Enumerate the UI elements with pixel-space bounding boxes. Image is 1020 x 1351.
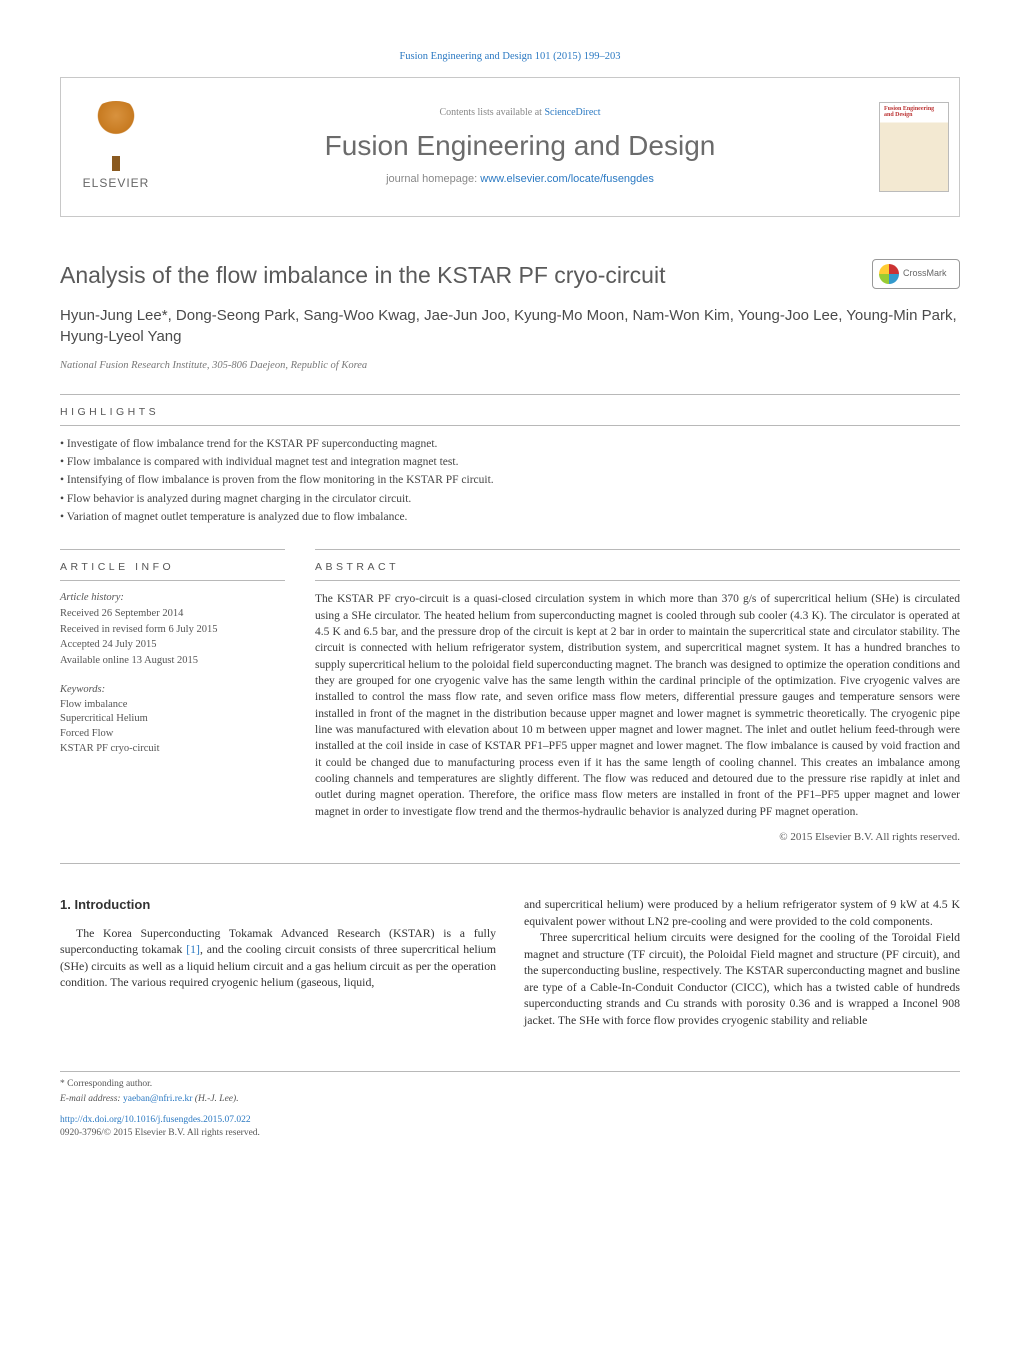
received-date: Received 26 September 2014 [60, 607, 285, 622]
email-label: E-mail address: [60, 1094, 123, 1104]
keywords-block: Keywords: Flow imbalance Supercritical H… [60, 683, 285, 756]
journal-ref-link[interactable]: Fusion Engineering and Design 101 (2015)… [399, 51, 620, 62]
section-title: Introduction [74, 897, 150, 912]
abstract-heading: abstract [315, 560, 960, 575]
email-line: E-mail address: yaeban@nfri.re.kr (H.-J.… [60, 1093, 465, 1106]
journal-cover-block [869, 78, 959, 216]
publisher-logo-block: ELSEVIER [61, 78, 171, 216]
corresponding-author: * Corresponding author. [60, 1078, 465, 1091]
doi-line: http://dx.doi.org/10.1016/j.fusengdes.20… [60, 1114, 465, 1127]
online-date: Available online 13 August 2015 [60, 654, 285, 669]
section-number: 1. [60, 897, 71, 912]
header-center: Contents lists available at ScienceDirec… [171, 78, 869, 216]
body-col-left: 1. Introduction The Korea Superconductin… [60, 896, 496, 1028]
divider [60, 863, 960, 864]
body-paragraph: The Korea Superconducting Tokamak Advanc… [60, 925, 496, 991]
keyword: Supercritical Helium [60, 712, 285, 727]
crossmark-badge[interactable]: CrossMark [872, 259, 960, 289]
keyword: Forced Flow [60, 727, 285, 742]
keywords-label: Keywords: [60, 683, 285, 698]
journal-title: Fusion Engineering and Design [171, 126, 869, 165]
history-label: Article history: [60, 591, 285, 606]
article-title: Analysis of the flow imbalance in the KS… [60, 259, 960, 291]
crossmark-label: CrossMark [903, 267, 947, 280]
publisher-name: ELSEVIER [83, 175, 150, 192]
divider [60, 425, 960, 426]
homepage-prefix: journal homepage: [386, 173, 480, 185]
journal-reference: Fusion Engineering and Design 101 (2015)… [60, 50, 960, 65]
divider [60, 394, 960, 395]
journal-homepage-line: journal homepage: www.elsevier.com/locat… [171, 172, 869, 187]
highlight-item: Flow imbalance is compared with individu… [60, 454, 960, 470]
issn-copyright: 0920-3796/© 2015 Elsevier B.V. All right… [60, 1127, 465, 1140]
authors-list: Hyun-Jung Lee*, Dong-Seong Park, Sang-Wo… [60, 305, 960, 347]
highlight-item: Variation of magnet outlet temperature i… [60, 509, 960, 525]
body-paragraph: Three supercritical helium circuits were… [524, 929, 960, 1028]
homepage-link[interactable]: www.elsevier.com/locate/fusengdes [480, 173, 654, 185]
contents-prefix: Contents lists available at [439, 107, 544, 118]
divider [60, 549, 285, 550]
crossmark-icon [879, 264, 899, 284]
affiliation: National Fusion Research Institute, 305-… [60, 359, 960, 374]
sciencedirect-link[interactable]: ScienceDirect [544, 107, 600, 118]
divider [60, 580, 285, 581]
email-suffix: (H.-J. Lee). [192, 1094, 238, 1104]
revised-date: Received in revised form 6 July 2015 [60, 623, 285, 638]
keyword: Flow imbalance [60, 698, 285, 713]
footer: * Corresponding author. E-mail address: … [60, 1071, 960, 1141]
elsevier-tree-icon [81, 101, 151, 171]
divider [315, 549, 960, 550]
highlight-item: Investigate of flow imbalance trend for … [60, 436, 960, 452]
accepted-date: Accepted 24 July 2015 [60, 638, 285, 653]
abstract-copyright: © 2015 Elsevier B.V. All rights reserved… [315, 830, 960, 845]
highlight-item: Intensifying of flow imbalance is proven… [60, 472, 960, 488]
abstract-text: The KSTAR PF cryo-circuit is a quasi-clo… [315, 591, 960, 820]
journal-cover-icon [879, 102, 949, 192]
article-history: Article history: Received 26 September 2… [60, 591, 285, 668]
email-link[interactable]: yaeban@nfri.re.kr [123, 1094, 192, 1104]
highlights-block: Investigate of flow imbalance trend for … [60, 436, 960, 524]
citation-link[interactable]: [1] [186, 942, 200, 956]
highlight-item: Flow behavior is analyzed during magnet … [60, 491, 960, 507]
highlights-heading: highlights [60, 405, 960, 420]
body-col-right: and supercritical helium) were produced … [524, 896, 960, 1028]
article-info-heading: article info [60, 560, 285, 575]
body-columns: 1. Introduction The Korea Superconductin… [60, 896, 960, 1028]
divider [315, 580, 960, 581]
body-paragraph: and supercritical helium) were produced … [524, 896, 960, 929]
doi-link[interactable]: http://dx.doi.org/10.1016/j.fusengdes.20… [60, 1115, 251, 1125]
contents-available-line: Contents lists available at ScienceDirec… [171, 106, 869, 120]
journal-header: ELSEVIER Contents lists available at Sci… [60, 77, 960, 217]
section-1-heading: 1. Introduction [60, 896, 496, 914]
keyword: KSTAR PF cryo-circuit [60, 742, 285, 757]
